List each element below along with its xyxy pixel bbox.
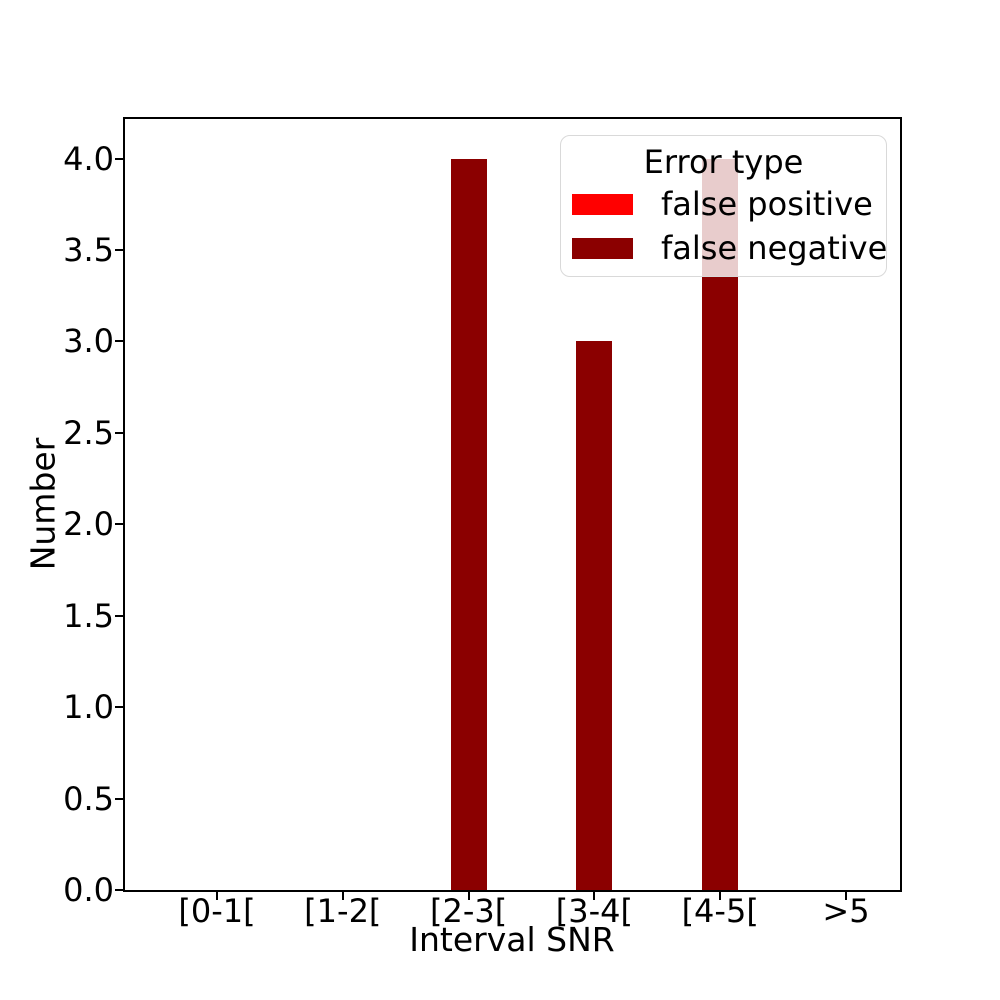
x-tick-label-[3-4[: [3-4[ bbox=[555, 892, 633, 930]
x-tick-mark->5 bbox=[845, 892, 847, 900]
plot-area: Error type false positive false negative bbox=[123, 117, 902, 892]
y-tick-label-1.0: 1.0 bbox=[63, 688, 114, 727]
y-tick-mark-3.5 bbox=[115, 248, 123, 251]
bar-false-negative-[3-4[ bbox=[576, 341, 613, 890]
legend-title: Error type bbox=[643, 143, 804, 181]
x-tick-label-[4-5[: [4-5[ bbox=[681, 892, 759, 930]
y-tick-label-0.0: 0.0 bbox=[63, 871, 114, 909]
y-axis-label: Number bbox=[23, 437, 63, 571]
y-tick-label-4.0: 4.0 bbox=[63, 139, 114, 178]
x-tick-label-[2-3[: [2-3[ bbox=[429, 892, 508, 930]
y-tick-mark-2.0 bbox=[115, 523, 123, 526]
y-tick-mark-2.5 bbox=[115, 431, 123, 434]
legend-item-false-positive: false positive bbox=[561, 182, 886, 226]
y-tick-label-3.5: 3.5 bbox=[63, 230, 114, 269]
x-axis-label: Interval SNR bbox=[409, 920, 615, 959]
y-tick-label-3.0: 3.0 bbox=[63, 322, 114, 361]
x-tick-mark-[0-1[ bbox=[216, 892, 218, 900]
y-tick-label-0.5: 0.5 bbox=[63, 779, 114, 818]
y-tick-label-1.5: 1.5 bbox=[63, 596, 114, 635]
y-tick-mark-0.0 bbox=[115, 889, 123, 891]
x-tick-mark-[2-3[ bbox=[467, 892, 470, 900]
y-tick-mark-1.0 bbox=[115, 706, 123, 709]
y-tick-mark-3.0 bbox=[115, 340, 123, 343]
y-tick-mark-0.5 bbox=[115, 797, 123, 800]
bar-false-negative-[4-5[ bbox=[702, 158, 739, 890]
legend-swatch-false-positive bbox=[572, 193, 633, 215]
bar-false-negative-[2-3[ bbox=[450, 158, 487, 890]
x-tick-mark-[1-2[ bbox=[341, 892, 344, 900]
x-tick-mark-[4-5[ bbox=[719, 892, 722, 900]
x-tick-label-[0-1[: [0-1[ bbox=[178, 892, 256, 930]
y-tick-label-2.5: 2.5 bbox=[63, 413, 114, 452]
x-tick-label-[1-2[: [1-2[ bbox=[304, 892, 382, 930]
legend-item-false-negative: false negative bbox=[561, 226, 888, 270]
legend-label-false-positive: false positive bbox=[661, 185, 873, 223]
y-tick-label-2.0: 2.0 bbox=[63, 505, 114, 544]
legend-label-false-negative: false negative bbox=[661, 229, 888, 267]
x-tick-label->5: >5 bbox=[822, 892, 870, 930]
y-tick-mark-1.5 bbox=[115, 614, 123, 617]
legend-swatch-false-negative bbox=[572, 237, 633, 259]
x-tick-mark-[3-4[ bbox=[593, 892, 596, 900]
legend: Error type false positive false negative bbox=[560, 135, 887, 277]
y-tick-mark-4.0 bbox=[115, 157, 123, 160]
